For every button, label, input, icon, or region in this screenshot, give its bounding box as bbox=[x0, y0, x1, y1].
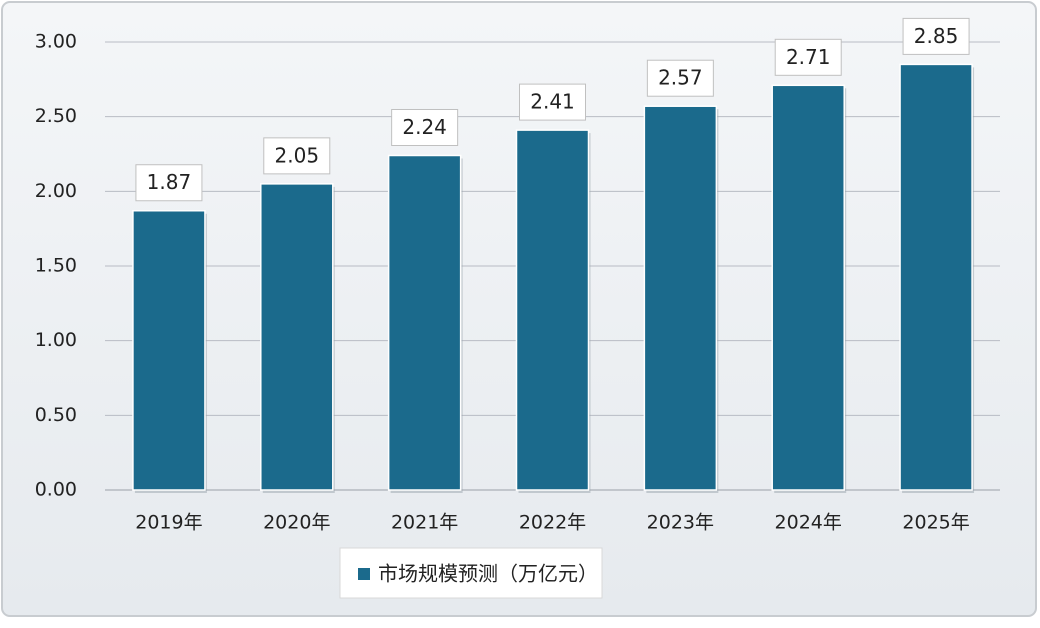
bar bbox=[515, 129, 590, 491]
data-label: 2.85 bbox=[914, 24, 959, 48]
data-label-box bbox=[391, 108, 459, 146]
x-tick-label: 2021年 bbox=[391, 512, 458, 534]
x-tick-label: 2022年 bbox=[519, 512, 586, 534]
y-tick-label: 1.50 bbox=[35, 255, 77, 277]
data-label: 2.24 bbox=[402, 115, 447, 139]
data-label-box bbox=[774, 38, 842, 76]
x-tick-label: 2020年 bbox=[263, 512, 330, 534]
y-tick-label: 3.00 bbox=[35, 31, 77, 53]
x-tick-label: 2024年 bbox=[775, 512, 842, 534]
x-tick-label: 2023年 bbox=[647, 512, 714, 534]
y-tick-label: 0.00 bbox=[35, 479, 77, 501]
data-label-box bbox=[135, 164, 203, 202]
data-label-box bbox=[646, 59, 714, 97]
y-tick-label: 1.00 bbox=[35, 329, 77, 351]
data-label-box bbox=[263, 137, 331, 175]
data-label: 2.05 bbox=[275, 143, 320, 167]
bar bbox=[132, 209, 206, 491]
y-tick-label: 0.50 bbox=[35, 404, 77, 426]
x-tick-label: 2025年 bbox=[902, 512, 969, 534]
bar bbox=[643, 105, 718, 491]
data-label: 2.41 bbox=[530, 90, 575, 114]
data-label: 2.71 bbox=[786, 45, 831, 69]
legend-box bbox=[339, 547, 603, 599]
data-label: 2.57 bbox=[658, 66, 703, 90]
bar bbox=[899, 63, 973, 491]
bar bbox=[771, 84, 845, 491]
data-label-box bbox=[519, 83, 586, 121]
y-tick-label: 2.00 bbox=[35, 180, 77, 202]
legend-label: 市场规模预测（万亿元） bbox=[378, 562, 598, 586]
bar bbox=[387, 154, 462, 491]
y-tick-label: 2.50 bbox=[35, 105, 77, 127]
x-tick-label: 2019年 bbox=[135, 512, 202, 534]
legend-marker bbox=[358, 568, 370, 580]
data-label: 1.87 bbox=[147, 170, 192, 194]
bar bbox=[260, 183, 334, 491]
data-label-box bbox=[902, 17, 970, 55]
